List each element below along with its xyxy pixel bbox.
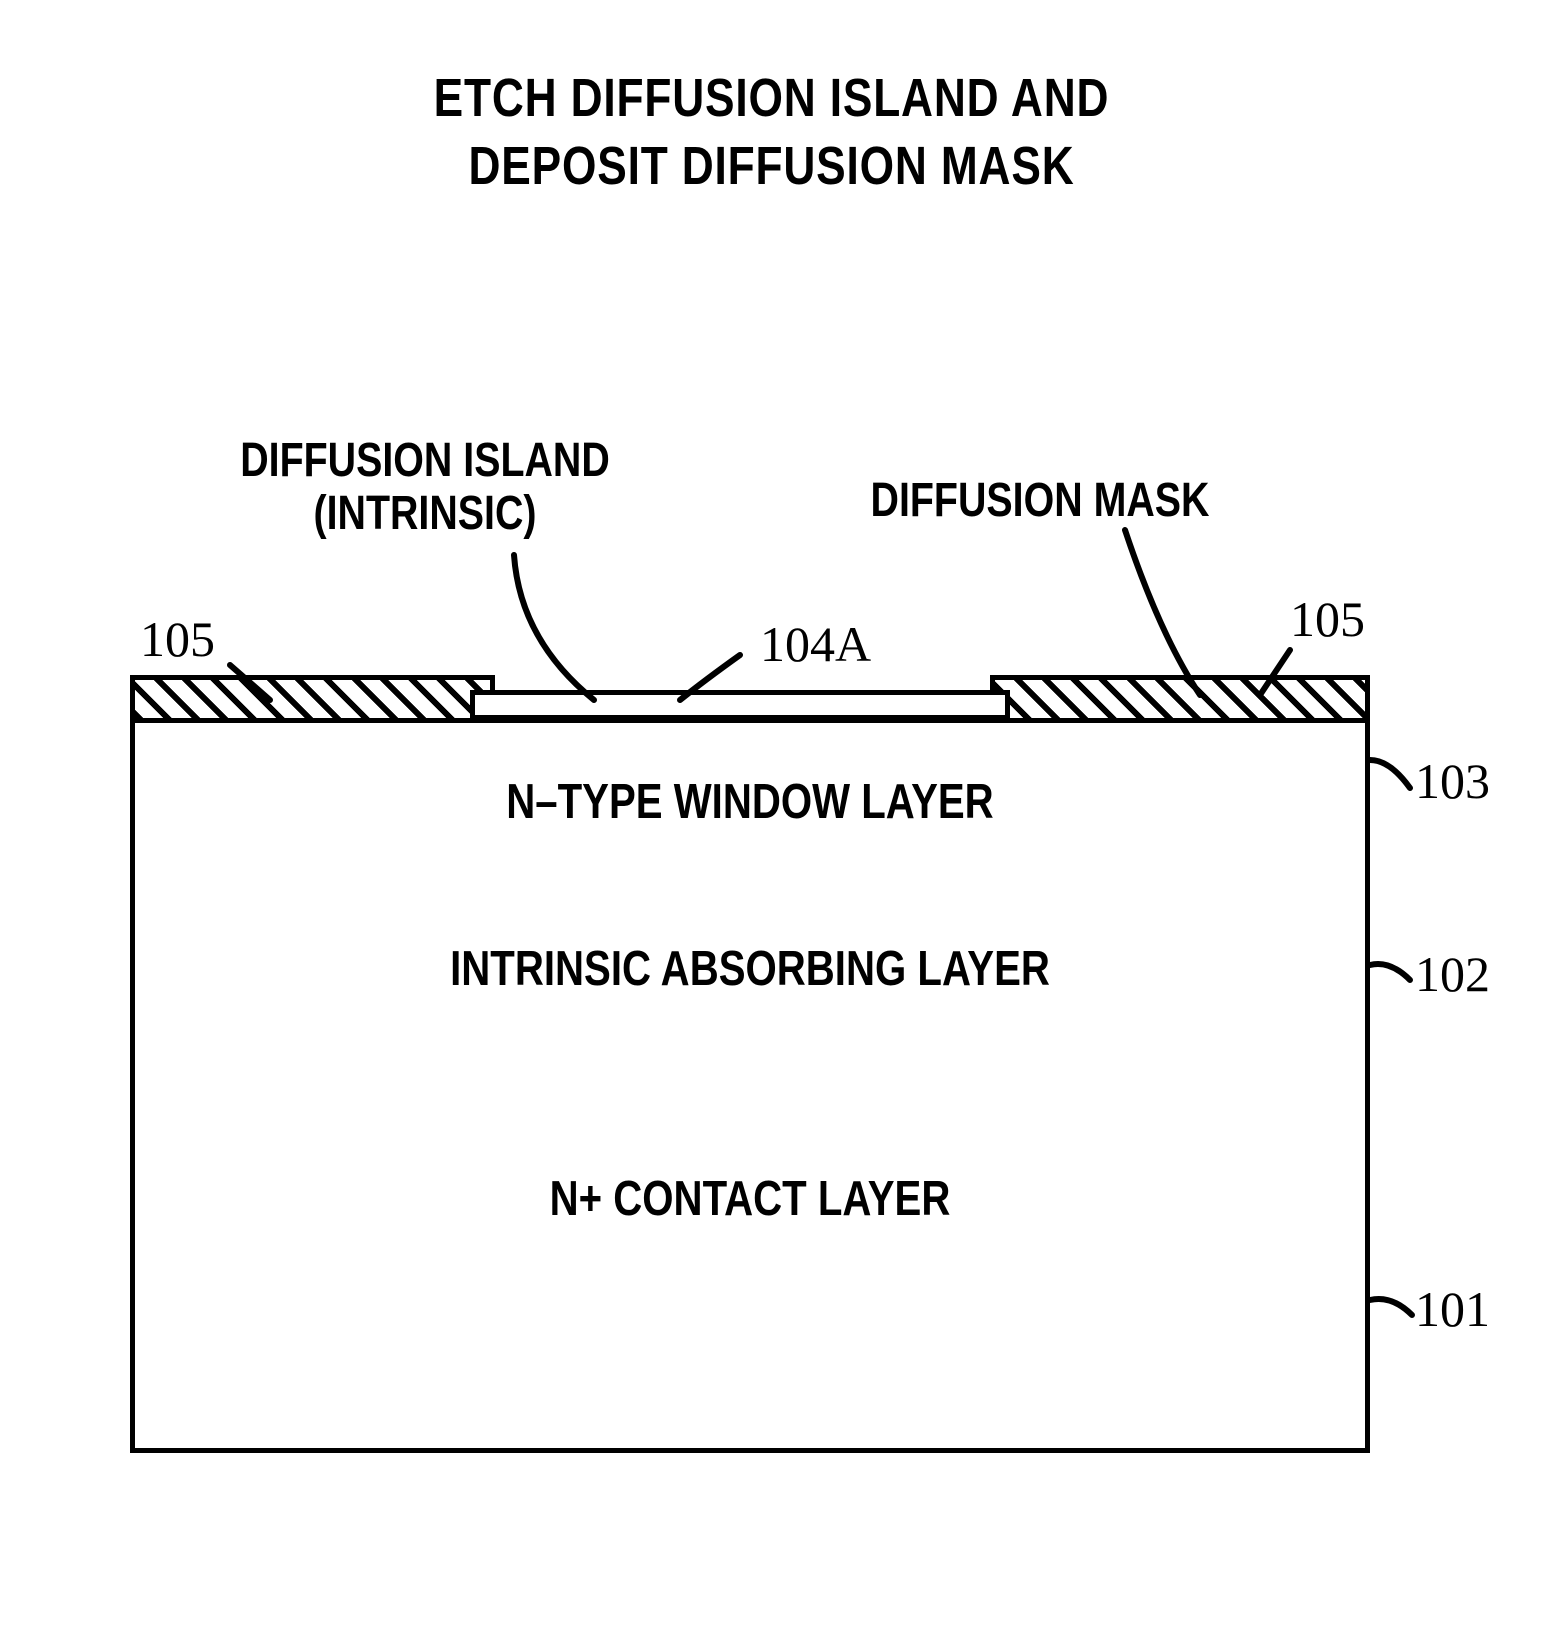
leader-1 [1125,530,1200,695]
layer-label-contact: N+ CONTACT LAYER [246,1171,1255,1227]
hatch-pattern [995,680,1365,718]
ref-102: 102 [1415,945,1490,1003]
callout-diffusion-mask: DIFFUSION MASK [851,475,1228,528]
page: ETCH DIFFUSION ISLAND AND DEPOSIT DIFFUS… [0,0,1543,1641]
ref-104a: 104A [760,615,871,673]
figure-title: ETCH DIFFUSION ISLAND AND DEPOSIT DIFFUS… [139,65,1404,200]
callout-diffusion-island: DIFFUSION ISLAND (INTRINSIC) [236,435,613,541]
ref-105-right: 105 [1290,590,1365,648]
layer-absorb: INTRINSIC ABSORBING LAYER [130,868,1370,1073]
diffusion-mask-left [130,675,495,723]
leader-7 [1370,1299,1412,1315]
layer-stack: N–TYPE WINDOW LAYER INTRINSIC ABSORBING L… [130,675,1370,1448]
layer-label-absorb: INTRINSIC ABSORBING LAYER [246,941,1255,997]
ref-103: 103 [1415,752,1490,810]
layer-window: N–TYPE WINDOW LAYER [130,718,1370,878]
hatch-pattern [135,680,490,718]
layer-label-window: N–TYPE WINDOW LAYER [246,774,1255,830]
ref-101: 101 [1415,1280,1490,1338]
diffusion-island [470,690,1010,720]
ref-105-left: 105 [140,610,215,668]
diffusion-mask-right [990,675,1370,723]
leader-6 [1370,964,1410,980]
leader-5 [1370,760,1410,788]
layer-contact: N+ CONTACT LAYER [130,1063,1370,1453]
